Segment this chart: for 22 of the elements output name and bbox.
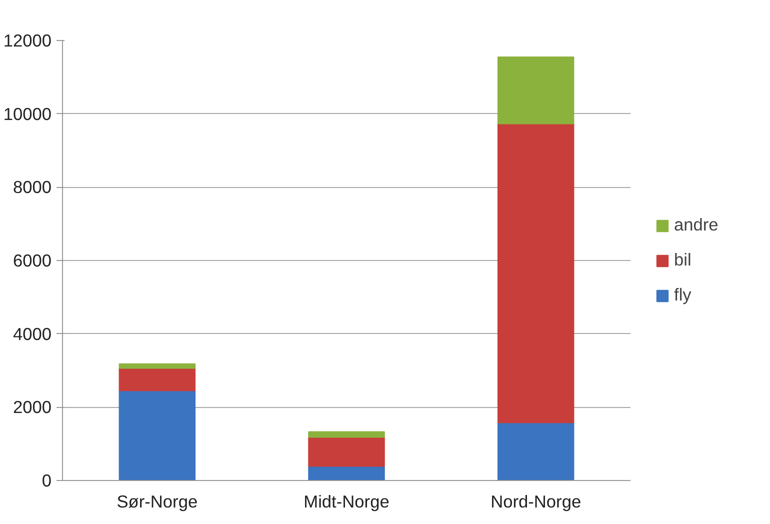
y-tick-label: 12000 bbox=[3, 30, 52, 50]
y-tick-label: 2000 bbox=[12, 397, 52, 418]
legend-label: fly bbox=[674, 284, 692, 306]
y-tick-label: 10000 bbox=[3, 104, 52, 124]
bar bbox=[118, 390, 196, 480]
bar bbox=[497, 422, 574, 480]
bar bbox=[308, 431, 385, 438]
y-tick-label: 4000 bbox=[12, 324, 52, 344]
y-tick-label: 6000 bbox=[12, 250, 52, 270]
x-tick-label: Midt-Norge bbox=[304, 492, 390, 512]
bar bbox=[118, 368, 196, 392]
x-tick-label: Nord-Norge bbox=[490, 492, 582, 512]
bar bbox=[308, 436, 385, 467]
legend-label: bil bbox=[674, 250, 692, 270]
bar bbox=[497, 123, 574, 424]
x-tick-label: Sør-Norge bbox=[116, 492, 198, 512]
legend-label: andre bbox=[674, 214, 718, 236]
y-tick-label: 0 bbox=[42, 470, 52, 490]
bar bbox=[308, 466, 385, 480]
bar bbox=[118, 363, 196, 369]
y-tick-label: 8000 bbox=[12, 177, 52, 198]
bar bbox=[497, 56, 574, 124]
